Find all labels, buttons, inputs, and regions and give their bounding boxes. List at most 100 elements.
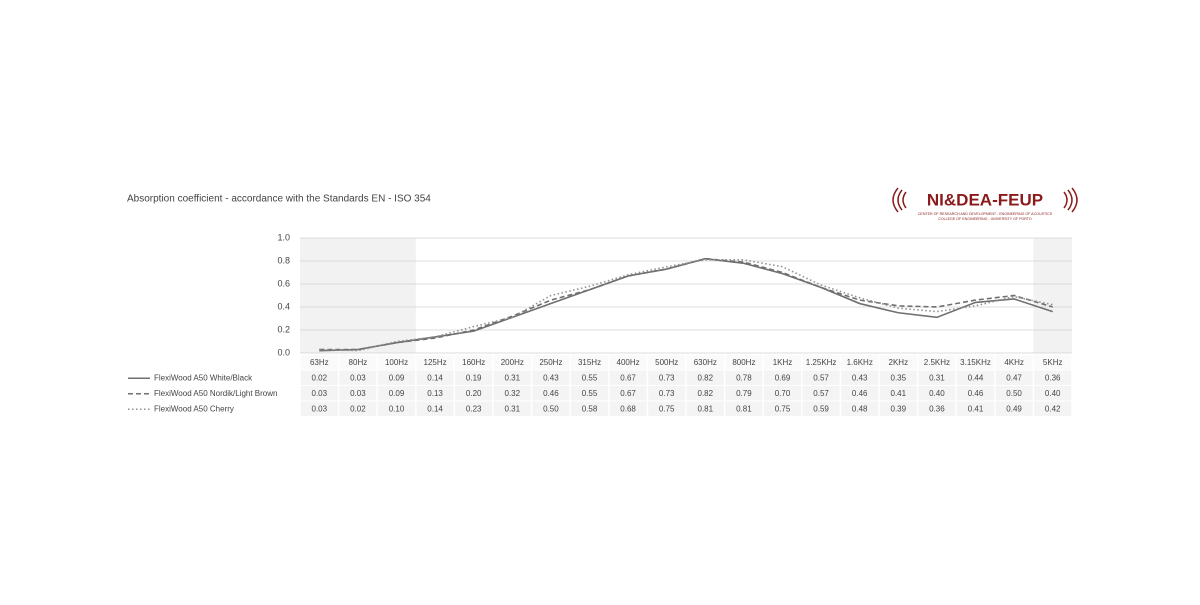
logo: NI&DEA-FEUP CENTER OF RESEARCH AND DEVEL… [892,187,1078,221]
table-value: 0.59 [813,404,829,413]
table-value: 0.31 [505,373,521,382]
x-tick-label: 3.15KHz [960,358,991,367]
x-tick-label: 1.6KHz [847,358,873,367]
y-tick-label: 0.4 [277,301,290,311]
x-tick-label: 400Hz [617,358,640,367]
y-tick-label: 0.0 [277,347,290,357]
table-value: 0.36 [1045,373,1061,382]
x-tick-label: 100Hz [385,358,408,367]
logo-line: CENTER OF RESEARCH AND DEVELOPMENT - ENG… [918,212,1053,216]
x-tick-label: 200Hz [501,358,524,367]
x-tick-label: 250Hz [539,358,562,367]
table-value: 0.14 [427,404,443,413]
table-value: 0.42 [1045,404,1061,413]
logo-arc [892,187,907,213]
table-value: 0.23 [466,404,482,413]
table-value: 0.49 [1006,404,1022,413]
table-value: 0.73 [659,389,675,398]
table-value: 0.14 [427,373,443,382]
table-value: 0.31 [929,373,945,382]
table-value: 0.55 [582,389,598,398]
table-value: 0.43 [852,373,868,382]
x-tick-label: 2KHz [889,358,909,367]
table-value: 0.02 [312,373,328,382]
chart-title: Absorption coefficient - accordance with… [127,194,431,205]
table-value: 0.09 [389,389,405,398]
table-value: 0.10 [389,404,405,413]
logo-name: NI&DEA-FEUP [927,190,1043,209]
table-value: 0.40 [1045,389,1061,398]
table-value: 0.19 [466,373,482,382]
shade [300,238,416,353]
table-value: 0.20 [466,389,482,398]
x-tick-label: 315Hz [578,358,601,367]
x-tick-label: 125Hz [424,358,447,367]
table-value: 0.57 [813,373,829,382]
table-value: 0.03 [312,389,328,398]
table-value: 0.46 [968,389,984,398]
x-tick-label: 500Hz [655,358,678,367]
table-value: 0.41 [891,389,907,398]
table-value: 0.70 [775,389,791,398]
x-tick-label: 800Hz [732,358,755,367]
series-line [319,257,1053,351]
table-value: 0.36 [929,404,945,413]
x-tick-label: 63Hz [310,358,329,367]
table-value: 0.69 [775,373,791,382]
shade [1033,238,1072,353]
table-value: 0.81 [698,404,714,413]
table-value: 0.32 [505,389,521,398]
legend-label: FlexiWood A50 White/Black [154,373,253,382]
logo-line: COLLEGE OF ENGINEERING - UNIVERSITY OF P… [938,217,1032,221]
table-value: 0.03 [312,404,328,413]
table-value: 0.75 [659,404,675,413]
series-line [319,259,1053,352]
legend-label: FlexiWood A50 Nordik/Light Brown [154,389,277,398]
table-value: 0.81 [736,404,752,413]
table-value: 0.31 [505,404,521,413]
table-value: 0.40 [929,389,945,398]
x-tick-label: 160Hz [462,358,485,367]
table-value: 0.68 [620,404,636,413]
table-value: 0.35 [891,373,907,382]
table-value: 0.67 [620,389,636,398]
logo-arc [1063,187,1078,213]
table-value: 0.79 [736,389,752,398]
table-value: 0.73 [659,373,675,382]
table-value: 0.09 [389,373,405,382]
table-value: 0.44 [968,373,984,382]
table-value: 0.82 [698,389,714,398]
x-tick-label: 2.5KHz [924,358,950,367]
table-value: 0.48 [852,404,868,413]
series-line [319,257,1053,352]
y-tick-label: 0.6 [277,278,290,288]
table-value: 0.50 [1006,389,1022,398]
x-tick-label: 80Hz [349,358,368,367]
table-value: 0.46 [543,389,559,398]
table-value: 0.78 [736,373,752,382]
table-value: 0.47 [1006,373,1022,382]
y-tick-label: 0.2 [277,324,290,334]
table-value: 0.67 [620,373,636,382]
x-tick-label: 4KHz [1004,358,1024,367]
table-value: 0.46 [852,389,868,398]
table-value: 0.41 [968,404,984,413]
x-tick-label: 1KHz [773,358,793,367]
table-value: 0.02 [350,404,366,413]
table-value: 0.13 [427,389,443,398]
table-value: 0.03 [350,389,366,398]
x-tick-label: 630Hz [694,358,717,367]
table-value: 0.82 [698,373,714,382]
table-value: 0.75 [775,404,791,413]
table-value: 0.39 [891,404,907,413]
table-value: 0.50 [543,404,559,413]
table-value: 0.55 [582,373,598,382]
y-tick-label: 1.0 [277,232,290,242]
legend-label: FlexiWood A50 Cherry [154,404,234,413]
table-value: 0.57 [813,389,829,398]
y-tick-label: 0.8 [277,255,290,265]
x-tick-label: 5KHz [1043,358,1063,367]
table-value: 0.03 [350,373,366,382]
